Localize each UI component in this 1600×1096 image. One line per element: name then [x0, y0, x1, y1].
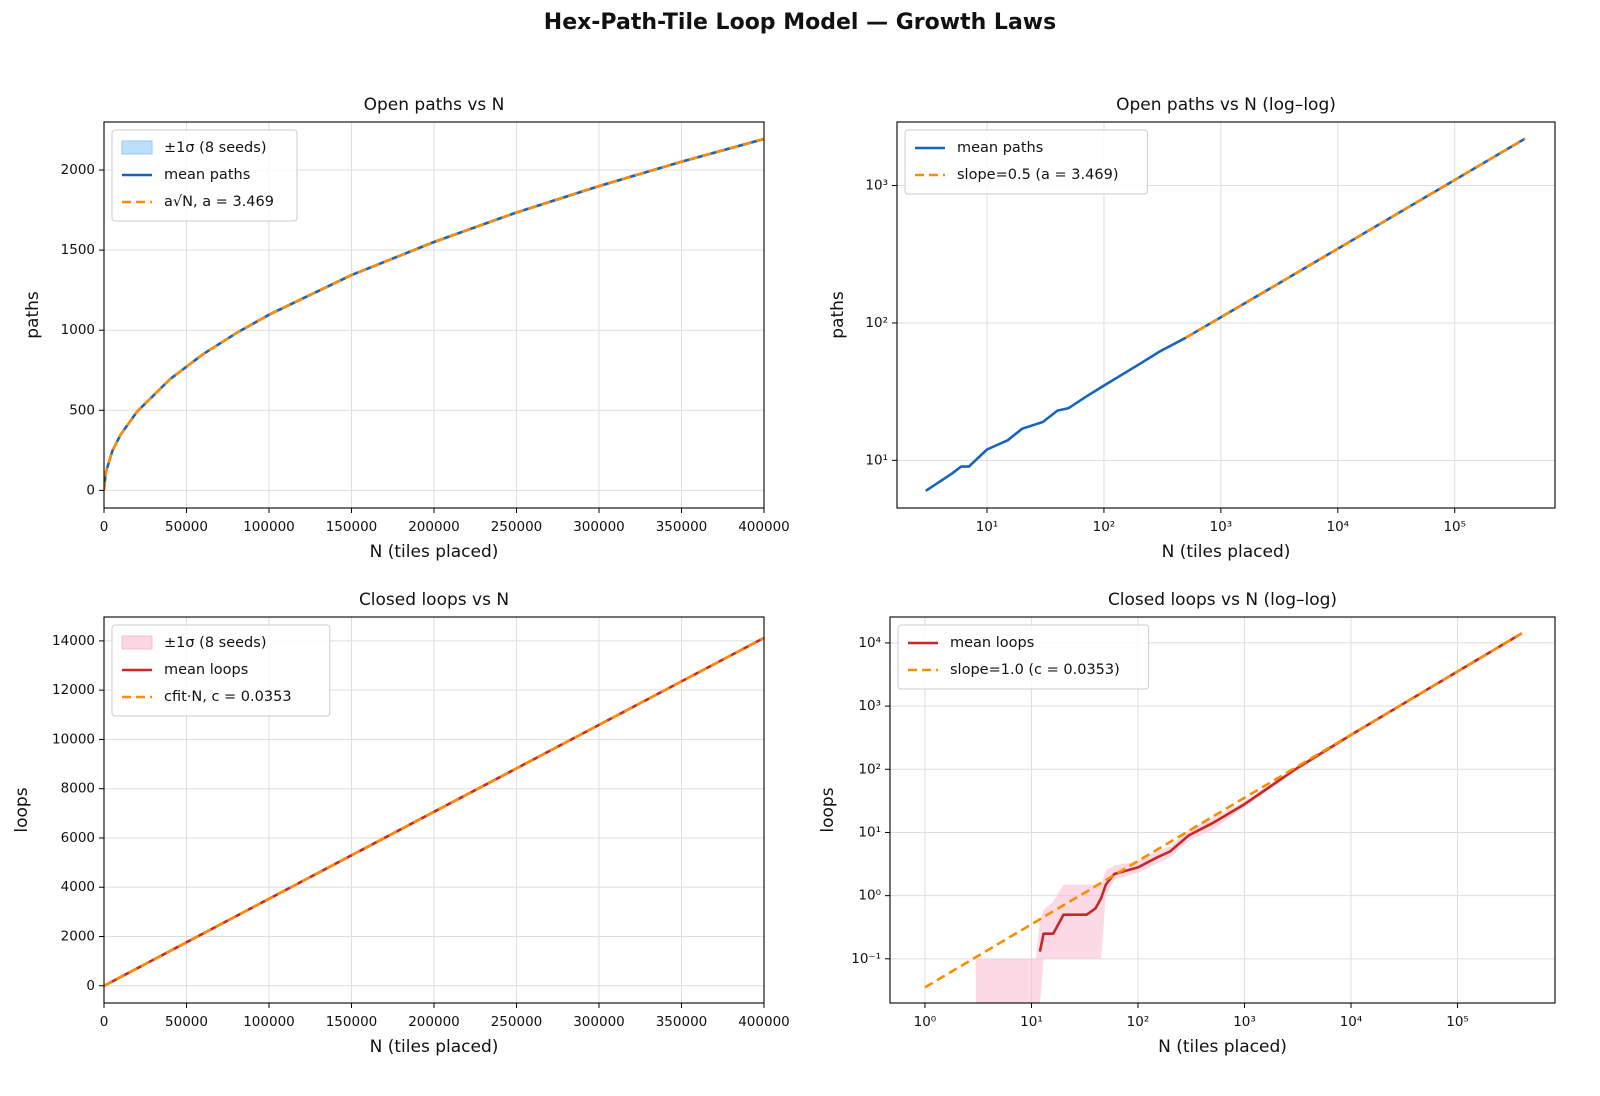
y-tick-label: 10⁴	[858, 635, 881, 651]
y-tick-label: 1500	[61, 242, 95, 258]
x-tick-label: 250000	[491, 519, 543, 535]
legend-swatch	[121, 635, 153, 650]
x-tick-label: 250000	[491, 1014, 543, 1030]
y-tick-label: 10³	[858, 698, 881, 714]
subplot-title: Open paths vs N	[364, 95, 505, 115]
y-tick-label: 2000	[61, 162, 95, 178]
series-line	[1038, 632, 1523, 952]
x-tick-label: 50000	[165, 519, 208, 535]
plot-frame	[103, 121, 765, 509]
plot-area	[104, 636, 764, 987]
subplot-title: Closed loops vs N (log–log)	[1108, 590, 1337, 610]
plot-area	[104, 137, 764, 491]
y-tick-label: 10³	[865, 178, 888, 194]
x-tick-label: 0	[100, 519, 109, 535]
legend-swatch	[121, 140, 153, 155]
x-tick-label: 10¹	[1020, 1014, 1043, 1030]
series-line	[104, 137, 764, 491]
x-axis-label: N (tiles placed)	[370, 1037, 499, 1057]
legend-label: a√N, a = 3.469	[164, 194, 274, 210]
x-tick-label: 200000	[408, 1014, 460, 1030]
x-axis-label: N (tiles placed)	[1162, 542, 1291, 562]
x-tick-label: 10⁵	[1446, 1014, 1469, 1030]
series-line	[924, 632, 1523, 989]
y-tick-label: 10²	[858, 761, 881, 777]
y-tick-label: 14000	[52, 633, 95, 649]
x-tick-label: 10³	[1210, 519, 1233, 535]
y-tick-label: 12000	[52, 682, 95, 698]
y-tick-label: 10¹	[858, 824, 881, 840]
y-tick-label: 4000	[61, 879, 95, 895]
subplot-title: Closed loops vs N	[359, 590, 509, 610]
y-tick-label: 10000	[52, 731, 95, 747]
x-tick-label: 300000	[573, 519, 625, 535]
series-line	[1185, 137, 1526, 339]
y-tick-label: 2000	[61, 928, 95, 944]
legend-label: cfit·N, c = 0.0353	[164, 689, 292, 705]
x-tick-label: 350000	[656, 1014, 708, 1030]
x-tick-label: 0	[100, 1014, 109, 1030]
x-tick-label: 10⁰	[914, 1014, 937, 1030]
x-tick-label: 50000	[165, 1014, 208, 1030]
y-axis-label: paths	[828, 291, 848, 339]
x-tick-label: 10⁵	[1443, 519, 1466, 535]
x-tick-label: 350000	[656, 519, 708, 535]
legend-label: ±1σ (8 seeds)	[164, 140, 266, 156]
plot-area	[924, 632, 1523, 1003]
x-tick-label: 300000	[573, 1014, 625, 1030]
x-tick-label: 100000	[243, 1014, 295, 1030]
x-axis-label: N (tiles placed)	[1158, 1037, 1287, 1057]
x-tick-label: 400000	[738, 1014, 790, 1030]
legend-label: ±1σ (8 seeds)	[164, 635, 266, 651]
y-tick-label: 1000	[61, 322, 95, 338]
y-tick-label: 10⁰	[858, 888, 881, 904]
legend-label: slope=1.0 (c = 0.0353)	[950, 662, 1120, 678]
legend-box	[904, 129, 1148, 195]
x-tick-label: 10²	[1127, 1014, 1150, 1030]
y-tick-label: 0	[86, 482, 95, 498]
x-tick-label: 200000	[408, 519, 460, 535]
legend-label: mean paths	[957, 140, 1043, 156]
error-band	[975, 633, 1522, 1003]
x-tick-label: 150000	[326, 1014, 378, 1030]
x-tick-label: 10¹	[976, 519, 999, 535]
legend-label: mean loops	[950, 635, 1034, 651]
plot-frame	[889, 616, 1556, 1004]
legend-label: mean loops	[164, 662, 248, 678]
subplot-title: Open paths vs N (log–log)	[1116, 95, 1336, 115]
figure-title: Hex-Path-Tile Loop Model — Growth Laws	[544, 10, 1056, 35]
plot-frame	[896, 121, 1556, 509]
y-tick-label: 10¹	[865, 452, 888, 468]
x-tick-label: 150000	[326, 519, 378, 535]
y-axis-label: paths	[23, 291, 43, 339]
legend-box	[897, 624, 1150, 690]
plot-frame	[103, 616, 765, 1004]
x-tick-label: 100000	[243, 519, 295, 535]
y-tick-label: 500	[69, 402, 95, 418]
y-axis-label: loops	[818, 787, 838, 832]
legend-label: slope=0.5 (a = 3.469)	[957, 167, 1118, 183]
series-line	[925, 137, 1526, 492]
x-tick-label: 10²	[1093, 519, 1116, 535]
y-tick-label: 0	[86, 978, 95, 994]
legend-box	[111, 129, 298, 222]
plot-area	[925, 137, 1526, 492]
x-axis-label: N (tiles placed)	[370, 542, 499, 562]
legend-label: mean paths	[164, 167, 250, 183]
y-tick-label: 6000	[61, 830, 95, 846]
legend-box	[111, 624, 331, 717]
x-tick-label: 10⁴	[1340, 1014, 1363, 1030]
y-tick-label: 10²	[865, 315, 888, 331]
x-tick-label: 10³	[1233, 1014, 1256, 1030]
x-tick-label: 10⁴	[1327, 519, 1350, 535]
y-tick-label: 8000	[61, 781, 95, 797]
y-axis-label: loops	[12, 787, 32, 832]
y-tick-label: 10⁻¹	[851, 951, 881, 967]
series-line	[104, 636, 764, 987]
x-tick-label: 400000	[738, 519, 790, 535]
